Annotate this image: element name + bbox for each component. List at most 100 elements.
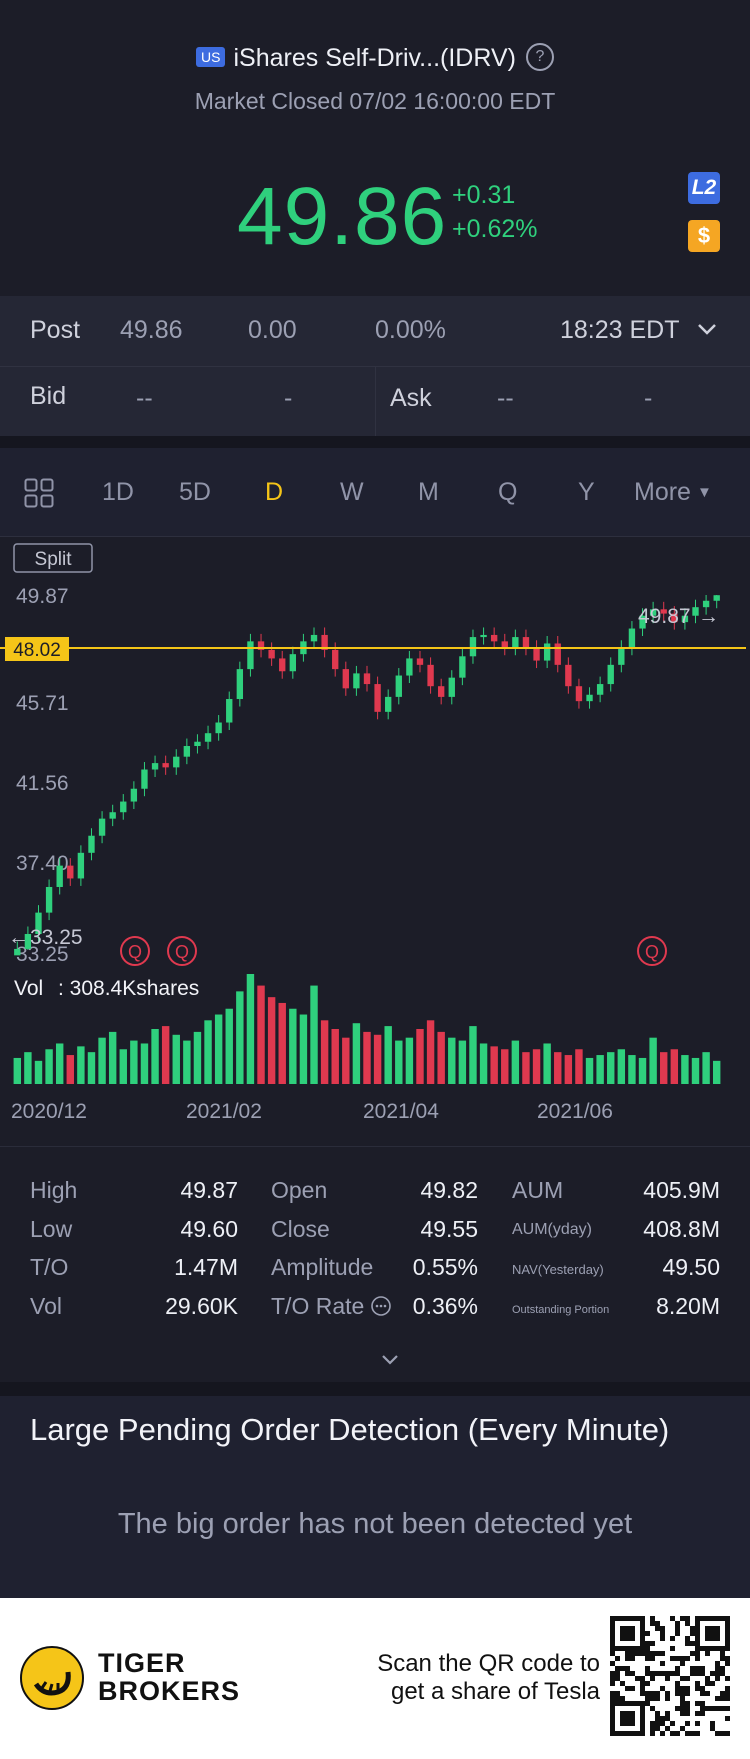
grid-layout-icon[interactable]	[24, 478, 54, 513]
tab-q[interactable]: Q	[498, 478, 518, 506]
volume-bar	[712, 1060, 721, 1084]
y-label-top: 49.87	[16, 585, 69, 608]
volume-value: : 308.4Kshares	[58, 977, 199, 1000]
earnings-marker[interactable]: Q	[637, 936, 667, 966]
volume-bar	[299, 1014, 308, 1084]
tab-more[interactable]: More ▼	[634, 478, 712, 507]
quote-header: US iShares Self-Driv...(IDRV)? Market Clo…	[0, 0, 750, 296]
split-button-frame[interactable]	[13, 543, 93, 573]
ask-price: --	[497, 384, 514, 412]
candle-body	[35, 912, 42, 934]
volume-bar	[161, 1026, 170, 1084]
candle-body	[353, 673, 360, 689]
volume-bar	[246, 974, 255, 1084]
post-market-row[interactable]: Post 49.86 0.00 0.00% 18:23 EDT	[0, 296, 750, 366]
tab-y[interactable]: Y	[578, 478, 595, 506]
volume-bar	[363, 1031, 371, 1084]
turnover-value: 1.47M	[174, 1254, 238, 1280]
volume-bar	[554, 1052, 562, 1084]
x-label-2: 2021/02	[186, 1100, 262, 1123]
candle-body	[448, 677, 455, 697]
volume-bar	[426, 1020, 435, 1084]
min-arrow-icon: ←	[8, 926, 29, 949]
candle-body	[618, 647, 625, 665]
info-icon[interactable]	[370, 1295, 392, 1322]
candle-body	[469, 637, 477, 657]
aum-yday-label: AUM(yday)	[512, 1221, 593, 1238]
qr-code-icon[interactable]	[610, 1616, 730, 1736]
split-button[interactable]: Split	[35, 549, 73, 570]
max-arrow-icon: →	[698, 605, 719, 628]
candle-body	[24, 933, 32, 949]
tab-5d[interactable]: 5D	[179, 478, 211, 506]
earnings-marker[interactable]: Q	[167, 936, 197, 966]
volume-bar	[342, 1037, 350, 1084]
tab-1d[interactable]: 1D	[102, 478, 134, 506]
volume-bar	[384, 1026, 392, 1084]
large-order-title: Large Pending Order Detection (Every Min…	[30, 1412, 670, 1447]
period-selector: 1D 5D D W M Q Y More ▼	[0, 448, 750, 537]
expand-chevron-icon[interactable]	[380, 1353, 400, 1372]
y-label-3: 41.56	[16, 772, 69, 795]
volume-bar	[691, 1057, 700, 1084]
high-label: High	[30, 1177, 78, 1203]
volume-bar	[458, 1040, 467, 1084]
price-chart[interactable]: Split 49.87 45.71 41.56 37.40 33.25 48.0…	[0, 537, 750, 1145]
candle-body	[586, 694, 593, 702]
candle-body	[522, 637, 530, 648]
volume-bar	[448, 1037, 456, 1084]
volume-bar	[87, 1052, 96, 1084]
volume-bar	[660, 1052, 668, 1084]
candle-body	[628, 628, 636, 648]
volume-bar	[278, 1002, 286, 1084]
promo-footer[interactable]: TIGER BROKERS Scan the QR code to get a …	[0, 1598, 750, 1759]
tab-w[interactable]: W	[340, 478, 364, 506]
tab-d[interactable]: D	[265, 478, 284, 506]
close-value: 49.55	[420, 1216, 478, 1242]
section-separator	[0, 436, 750, 448]
us-market-badge: US	[196, 47, 226, 68]
candle-body	[374, 684, 381, 712]
help-icon[interactable]: ?	[525, 43, 554, 72]
candlestick-chart[interactable]: Split 49.87 45.71 41.56 37.40 33.25 48.0…	[0, 537, 750, 1145]
candle-body	[204, 733, 212, 742]
volume-bar	[151, 1029, 159, 1084]
volume-bar	[416, 1029, 424, 1084]
volume-bar	[670, 1049, 679, 1084]
stock-title-row[interactable]: US iShares Self-Driv...(IDRV)?	[0, 43, 750, 73]
nav-yesterday-label: NAV(Yesterday)	[512, 1262, 604, 1277]
volume-label: Vol	[14, 977, 43, 1000]
volume-bar	[140, 1043, 149, 1084]
candle-body	[406, 658, 413, 676]
low-label: Low	[30, 1216, 73, 1242]
candle-body	[173, 756, 180, 768]
volume-bar	[108, 1031, 117, 1084]
y-label-2: 45.71	[16, 692, 69, 715]
volume-bar	[183, 1040, 191, 1084]
volume-bar	[469, 1026, 477, 1084]
volume-bar	[532, 1049, 541, 1084]
candle-body	[130, 788, 138, 802]
candle-body	[363, 673, 371, 685]
volume-bar	[34, 1060, 43, 1084]
candle-body	[342, 669, 349, 689]
volume-bar	[236, 991, 244, 1084]
candle-body	[109, 812, 116, 819]
dollar-icon[interactable]: $	[688, 220, 720, 252]
candle-body	[67, 865, 74, 879]
volume-bar	[596, 1055, 604, 1084]
tab-m[interactable]: M	[418, 478, 439, 506]
post-change-percent: 0.00%	[375, 316, 446, 344]
candle-body	[310, 634, 318, 642]
volume-bar	[320, 1020, 329, 1084]
candle-body	[416, 658, 424, 665]
earnings-marker[interactable]: Q	[120, 936, 150, 966]
bid-size: -	[284, 384, 293, 412]
turnover-label: T/O	[30, 1254, 69, 1280]
candle-body	[385, 696, 392, 712]
candle-body	[543, 643, 551, 661]
x-label-1: 2020/12	[11, 1100, 87, 1123]
level2-icon[interactable]: L2	[688, 172, 720, 204]
volume-bar	[607, 1052, 615, 1084]
chevron-down-icon[interactable]	[697, 322, 717, 341]
